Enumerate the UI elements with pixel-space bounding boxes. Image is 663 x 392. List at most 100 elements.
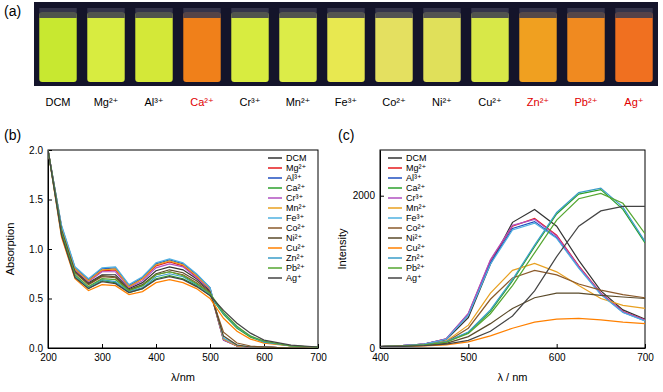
vials [39,8,652,82]
legend-label: Co²⁺ [406,223,426,233]
tick-mark [48,299,52,300]
y-axis-title: Absorption [4,223,16,276]
tick-mark [156,344,157,348]
vial-top [135,8,172,18]
vial-top [567,8,604,18]
legend-label: Mn²⁺ [406,203,426,213]
legend-swatch [388,247,402,249]
legend-label: Al³⁺ [286,173,302,183]
legend-label: Cr³⁺ [406,193,423,203]
series-line [48,150,318,348]
series-line [48,150,318,348]
series-line [48,150,318,348]
vial-label: Pb²⁺ [575,96,598,108]
legend-label: Mg²⁺ [406,163,426,173]
legend-label: Ca²⁺ [406,183,426,193]
series-line [380,270,645,346]
series-line [48,150,318,348]
y-axis: 0 2000 [353,151,384,354]
series-line [380,193,645,346]
tick-label: 2000 [353,190,376,201]
legend-swatch [268,267,282,269]
legend-label: Cu²⁺ [406,243,426,253]
series-line [380,206,645,346]
legend-swatch [388,187,402,189]
tick-label: 1.0 [29,244,43,255]
axis-line [381,348,646,349]
tick-mark [557,344,558,348]
vial-label: Ca²⁺ [190,96,214,108]
series-line [380,293,645,346]
series-line [48,150,318,348]
legend-label: Zn²⁺ [286,253,305,263]
series-line [380,190,645,347]
legend-label: Ag⁺ [286,273,302,283]
legend-swatch [388,167,402,169]
legend-label: Pb²⁺ [406,263,425,273]
tick: 300 [94,344,111,363]
plot-frame [380,150,645,348]
x-axis: 400 500 600 700 [372,344,654,363]
x-axis-title: λ/nm [171,371,195,383]
tick-label: 700 [637,352,654,363]
legend: DCMMg²⁺Al³⁺Ca²⁺Cr³⁺Mn²⁺Fe³⁺Co²⁺Ni²⁺Cu²⁺Z… [268,153,307,283]
vial [471,12,508,82]
tick-mark [468,344,469,348]
tick-label: 700 [310,352,327,363]
legend-label: Cr³⁺ [286,193,303,203]
tick-label: 600 [256,352,273,363]
vial-top [471,8,508,18]
legend-swatch [268,237,282,239]
vial-top [615,8,652,18]
vial-label: Al³⁺ [144,96,163,108]
legend-label: Ag⁺ [406,273,422,283]
plot-lines [380,188,645,346]
x-axis: 200300400500600700 [40,344,327,363]
tick-mark [210,344,211,348]
tick-mark [48,200,52,201]
vial-top [423,8,460,18]
tick-mark [102,344,103,348]
tick: 1.5 [29,194,52,205]
legend-label: DCM [286,153,307,163]
tick-label: 300 [94,352,111,363]
tick-mark [380,348,384,349]
tick-mark [48,348,52,349]
tick-label: 400 [372,352,389,363]
vial [183,12,220,82]
legend-swatch [268,167,282,169]
tick: 700 [637,344,654,363]
series-line [48,150,318,347]
legend-label: DCM [406,153,427,163]
legend-swatch [268,217,282,219]
tick-label: 400 [148,352,165,363]
legend-swatch [268,247,282,249]
y-axis-title: Intensity [336,228,348,269]
tick: 500 [460,344,477,363]
panel-letter: (c) [338,127,354,143]
legend-swatch [268,207,282,209]
vial-top [375,8,412,18]
photo-background [34,2,658,86]
vial [519,12,556,82]
y-axis: 0.00.51.01.52.0 [29,145,52,354]
legend-label: Fe³⁺ [286,213,305,223]
tick: 600 [549,344,566,363]
vial [375,12,412,82]
tick-label: 500 [202,352,219,363]
series-line [380,209,645,346]
vial-label: Cu²⁺ [478,96,502,108]
legend-swatch [388,277,402,279]
legend-swatch [388,257,402,259]
plot-frame [48,150,318,348]
tick: 0.5 [29,293,52,304]
tick-label: 0 [369,343,375,354]
tick-label: 2.0 [29,145,43,156]
legend-swatch [388,207,402,209]
tick: 0 [369,343,384,354]
vial [423,12,460,82]
vial [231,12,268,82]
tick: 2000 [353,190,384,201]
axis-line [49,348,319,349]
vial-label: Ni²⁺ [432,96,452,108]
